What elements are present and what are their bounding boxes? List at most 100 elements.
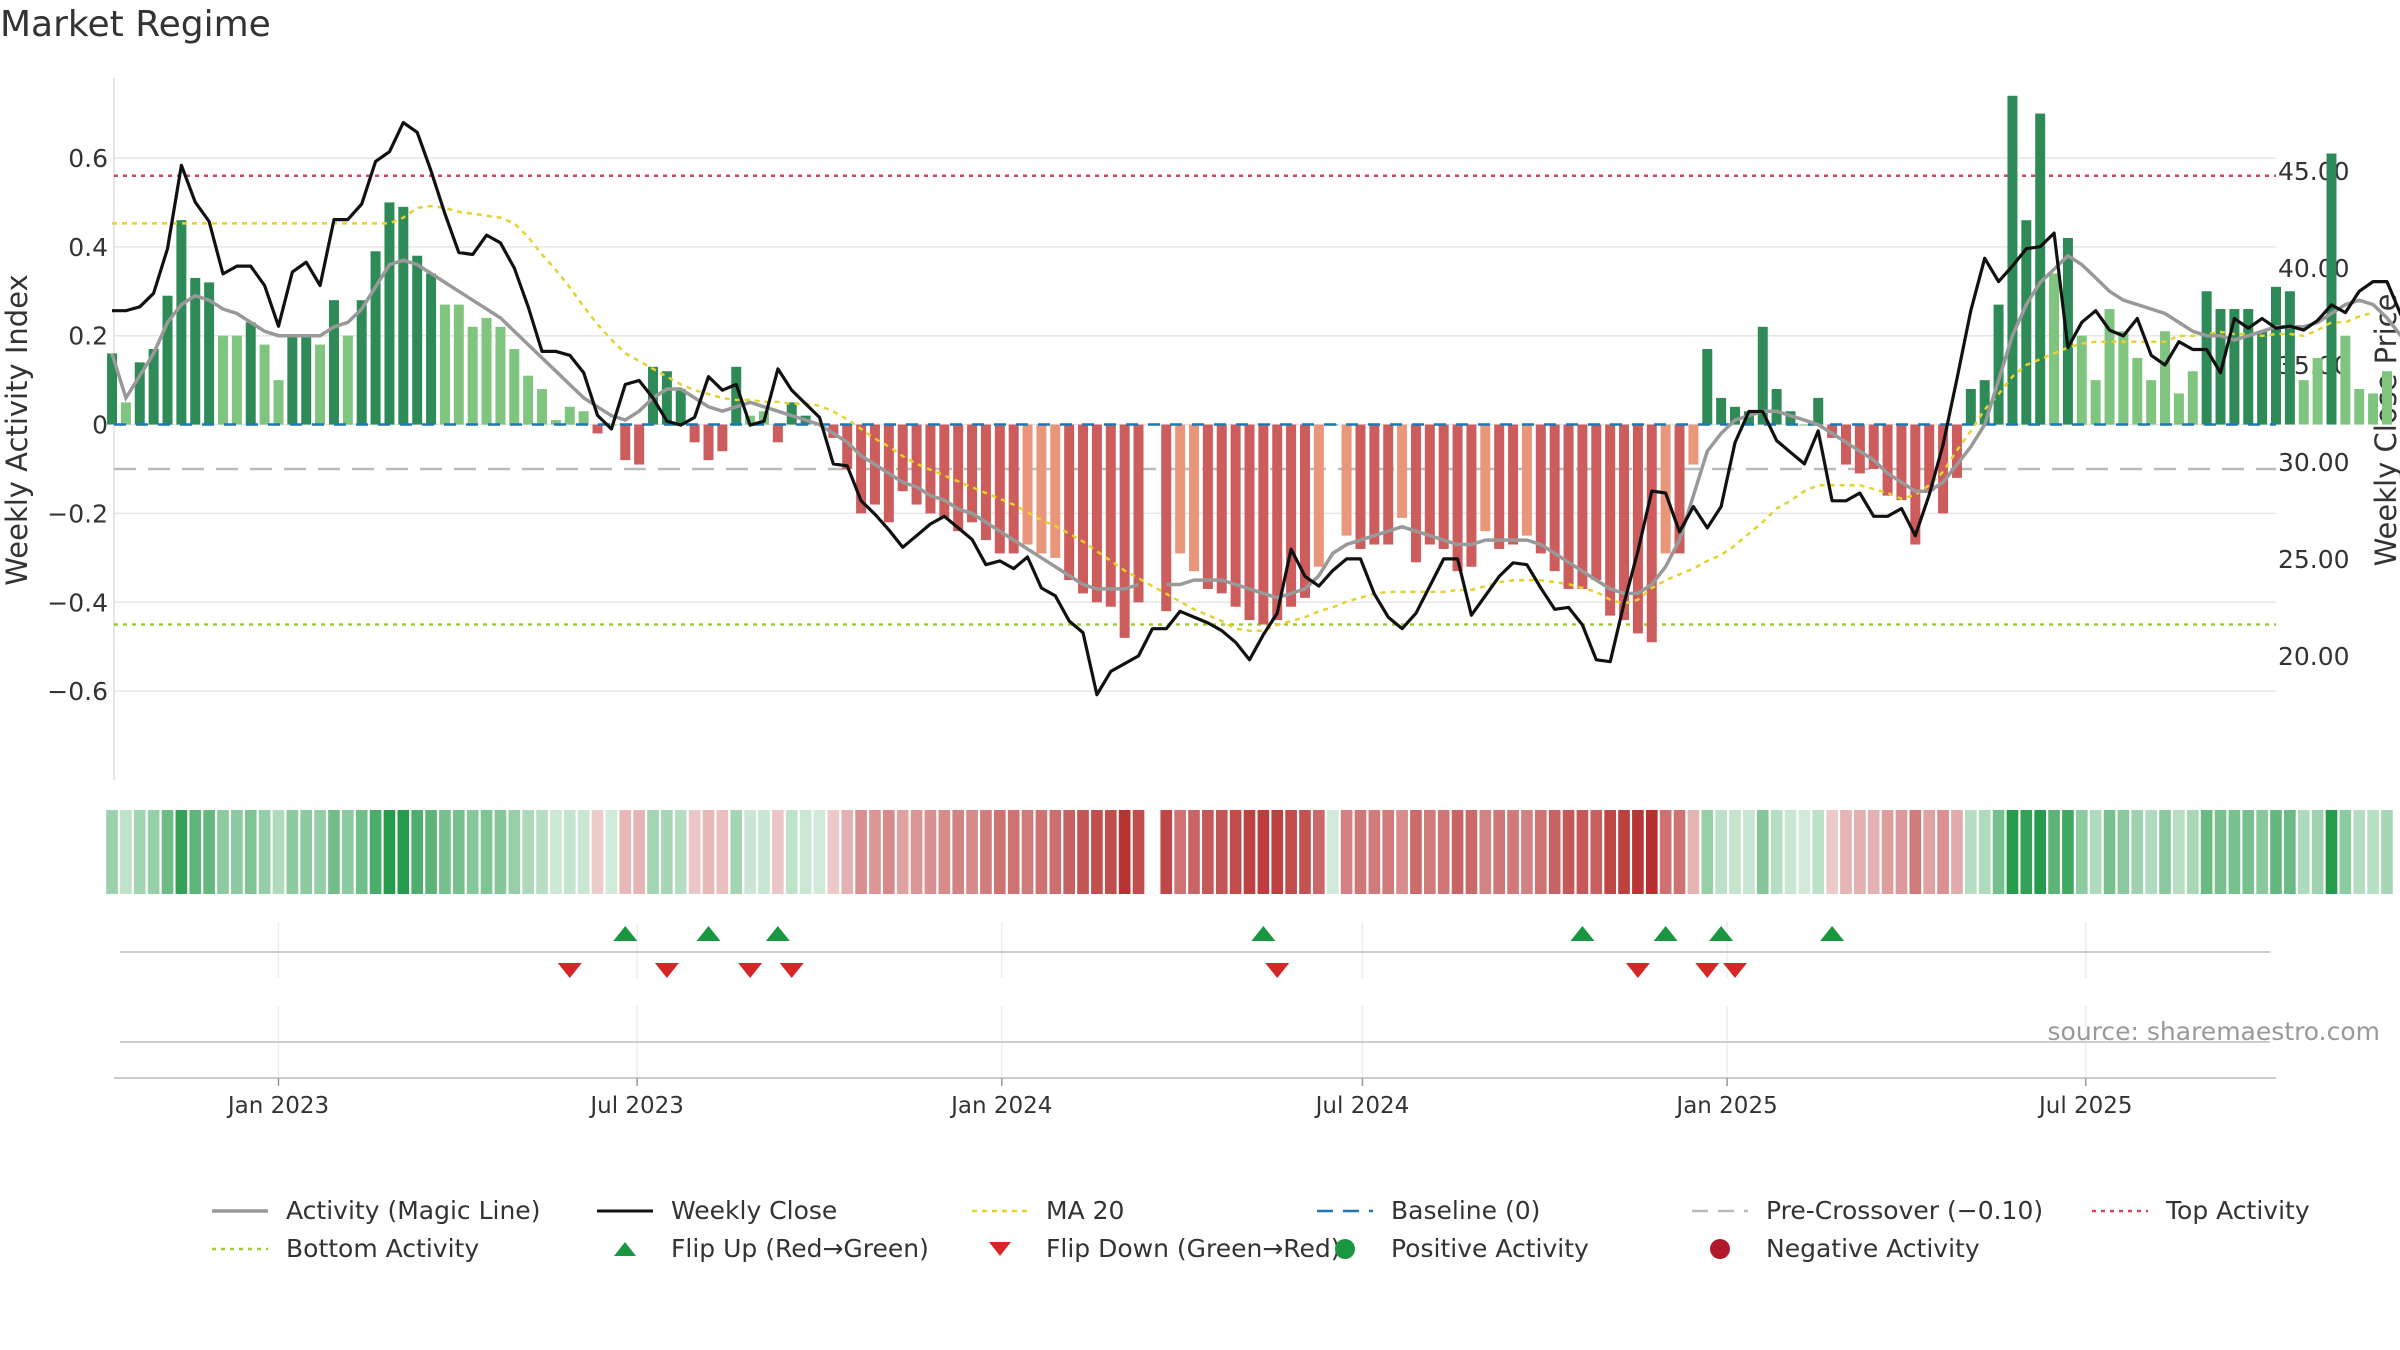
- regime-strip-cell: [1451, 810, 1464, 894]
- regime-strip-cell: [1091, 810, 1103, 894]
- flipup-legend-swatch: [614, 1241, 636, 1256]
- regime-strip-cell: [716, 810, 729, 894]
- activity-bar: [453, 304, 464, 425]
- legend: Activity (Magic Line) Weekly Close MA 20 Ba…: [210, 1196, 2360, 1272]
- activity-bar: [2257, 331, 2268, 425]
- regime-strip-cell: [2339, 810, 2352, 894]
- activity-bar: [717, 424, 728, 452]
- regime-strip-cell: [2006, 810, 2019, 894]
- flip-up-marker: [613, 926, 638, 941]
- regime-strip-cell: [1035, 810, 1048, 894]
- legend-label: Flip Up (Red→Green): [671, 1234, 929, 1263]
- legend-item-pos: Positive Activity: [1315, 1234, 1589, 1263]
- regime-strip-cell: [2020, 810, 2033, 894]
- regime-strip-cell: [1257, 810, 1270, 894]
- activity-bar: [1605, 424, 1616, 616]
- left-tick-label: 0.6: [68, 144, 108, 173]
- right-tick-label: 40.00: [2278, 254, 2350, 283]
- activity-bar: [2243, 309, 2254, 425]
- regime-strip-cell: [2311, 810, 2324, 894]
- x-tick-label: Jan 2023: [226, 1093, 329, 1119]
- regime-strip-cell: [1826, 810, 1838, 894]
- activity-bar: [2062, 237, 2073, 425]
- chart-canvas: 0.60.40.20−0.2−0.4−0.645.0040.0035.0030.…: [0, 78, 2400, 1119]
- activity-bar: [772, 424, 783, 443]
- legend-label: Flip Down (Green→Red): [1046, 1234, 1341, 1263]
- activity-bar: [1119, 424, 1130, 638]
- activity-bar: [1979, 380, 1990, 425]
- regime-strip-cell: [2214, 810, 2227, 894]
- regime-strip-cell: [1215, 810, 1228, 894]
- activity-bar: [1799, 424, 1810, 426]
- activity-bar: [661, 371, 672, 425]
- activity-bar: [1591, 424, 1602, 581]
- regime-strip-cell: [2367, 810, 2379, 894]
- regime-strip-cell: [938, 810, 951, 894]
- activity-bar: [356, 300, 367, 425]
- activity-bar: [620, 424, 631, 461]
- activity-bar: [384, 202, 395, 425]
- activity-bar: [1965, 389, 1976, 425]
- regime-strip-cell: [286, 810, 299, 894]
- regime-strip-cell: [2200, 810, 2213, 894]
- activity-bar: [2284, 291, 2295, 425]
- legend-label: MA 20: [1046, 1196, 1125, 1225]
- top-legend-swatch: [2092, 1209, 2148, 1212]
- regime-strip-cell: [1701, 810, 1714, 894]
- regime-strip-cell: [1437, 810, 1450, 894]
- regime-strip-cell: [133, 810, 146, 894]
- activity-bar: [1494, 424, 1505, 549]
- regime-strip-cell: [1632, 810, 1644, 894]
- activity-bar: [426, 273, 437, 425]
- chart-title: Market Regime: [0, 4, 271, 45]
- activity-bar: [2354, 389, 2365, 425]
- activity-bar: [2132, 357, 2143, 425]
- baseline-legend-swatch: [1317, 1209, 1373, 1212]
- legend-label: Baseline (0): [1391, 1196, 1541, 1225]
- regime-strip-cell: [1812, 810, 1825, 894]
- regime-strip-cell: [772, 810, 784, 894]
- ma20-legend-swatch: [972, 1209, 1028, 1212]
- regime-strip-cell: [1867, 810, 1880, 894]
- regime-strip-cell: [1271, 810, 1284, 894]
- regime-strip-cell: [342, 810, 354, 894]
- activity-bar: [578, 411, 589, 425]
- activity-bar: [1730, 406, 1740, 425]
- regime-strip-cell: [2103, 810, 2116, 894]
- activity-bar: [1563, 424, 1574, 589]
- regime-strip-cell: [244, 810, 257, 894]
- regime-strip-cell: [1618, 810, 1630, 894]
- legend-item-ma20: MA 20: [970, 1196, 1124, 1225]
- activity-bar: [2201, 291, 2212, 425]
- regime-strip-cell: [452, 810, 465, 894]
- activity-bar: [1480, 424, 1491, 532]
- regime-strip-cell: [605, 810, 618, 894]
- activity-bar: [967, 424, 978, 523]
- legend-item-close: Weekly Close: [595, 1196, 837, 1225]
- activity-bar: [675, 389, 686, 425]
- regime-strip-cell: [2228, 810, 2241, 894]
- regime-strip-cell: [508, 810, 521, 894]
- regime-strip-cell: [619, 810, 632, 894]
- legend-label: Weekly Close: [671, 1196, 838, 1225]
- regime-strip-cell: [799, 810, 812, 894]
- regime-strip-cell: [661, 810, 673, 894]
- activity-bar: [1216, 424, 1227, 594]
- regime-strip-cell: [1410, 810, 1422, 894]
- activity-bar: [856, 424, 867, 514]
- activity-bar: [1688, 424, 1699, 465]
- regime-strip-cell: [1021, 810, 1034, 894]
- regime-strip-cell: [1729, 810, 1741, 894]
- activity-bar: [1771, 389, 1782, 425]
- regime-strip-cell: [1937, 810, 1949, 894]
- regime-strip-cell: [1964, 810, 1977, 894]
- activity-bar: [1854, 424, 1865, 474]
- activity-bar: [1702, 349, 1713, 425]
- regime-strip-cell: [1951, 810, 1963, 894]
- regime-strip-cell: [2242, 810, 2255, 894]
- magic-legend-swatch: [212, 1208, 268, 1213]
- activity-bar: [1397, 424, 1408, 518]
- activity-bar: [1452, 424, 1463, 572]
- regime-strip-cell: [161, 810, 174, 894]
